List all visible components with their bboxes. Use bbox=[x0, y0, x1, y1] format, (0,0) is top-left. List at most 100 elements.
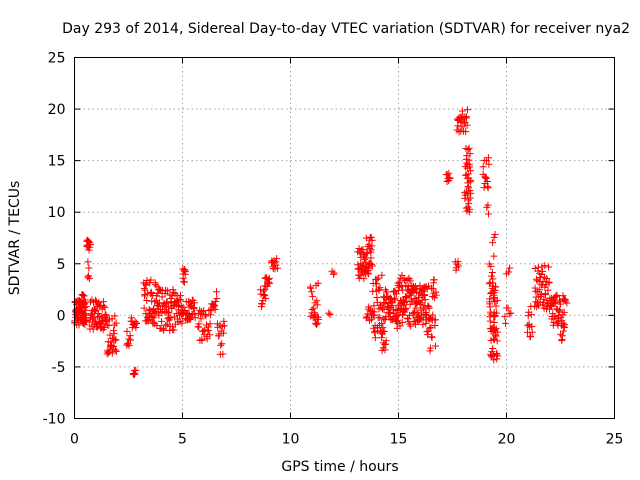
data-point bbox=[326, 310, 334, 318]
data-point bbox=[402, 293, 410, 301]
data-point bbox=[428, 333, 436, 341]
data-point bbox=[81, 296, 89, 304]
data-point bbox=[132, 324, 140, 332]
data-point bbox=[195, 320, 203, 328]
data-point bbox=[186, 316, 194, 324]
data-point bbox=[486, 317, 494, 325]
data-point bbox=[381, 299, 389, 307]
data-point bbox=[110, 342, 118, 350]
data-point bbox=[368, 260, 376, 268]
data-point bbox=[191, 314, 199, 322]
data-point bbox=[203, 335, 211, 343]
data-point bbox=[484, 210, 492, 218]
data-point bbox=[259, 287, 267, 295]
grid-lines bbox=[74, 57, 615, 419]
data-point bbox=[537, 292, 545, 300]
data-point bbox=[462, 204, 470, 212]
data-point bbox=[527, 311, 535, 319]
data-point bbox=[175, 295, 183, 303]
data-point bbox=[551, 299, 559, 307]
data-point bbox=[412, 304, 420, 312]
data-point bbox=[490, 318, 498, 326]
data-point bbox=[561, 321, 569, 329]
data-point bbox=[541, 262, 549, 270]
data-point bbox=[266, 279, 274, 287]
data-point bbox=[181, 267, 189, 275]
data-point bbox=[482, 174, 490, 182]
y-tick-label: -5 bbox=[52, 360, 66, 376]
data-point bbox=[489, 275, 497, 283]
x-tick-label: 5 bbox=[178, 432, 187, 448]
data-point bbox=[165, 309, 173, 317]
data-point bbox=[402, 304, 410, 312]
data-point bbox=[506, 264, 514, 272]
data-point bbox=[87, 240, 95, 248]
data-point bbox=[273, 264, 281, 272]
data-point bbox=[431, 316, 439, 324]
data-point bbox=[378, 271, 386, 279]
data-point bbox=[553, 291, 561, 299]
data-point bbox=[170, 326, 178, 334]
x-axis-label: GPS time / hours bbox=[281, 459, 398, 475]
chart-title: Day 293 of 2014, Sidereal Day-to-day VTE… bbox=[62, 21, 630, 37]
data-point bbox=[153, 322, 161, 330]
data-point bbox=[489, 345, 497, 353]
data-point bbox=[310, 304, 318, 312]
data-point bbox=[462, 188, 470, 196]
data-point bbox=[110, 327, 118, 335]
data-point bbox=[127, 336, 135, 344]
data-point bbox=[377, 304, 385, 312]
plot-frame bbox=[74, 57, 615, 419]
data-point bbox=[219, 350, 227, 358]
data-point bbox=[80, 292, 88, 300]
data-point bbox=[380, 328, 388, 336]
data-point bbox=[359, 245, 367, 253]
data-point bbox=[112, 319, 120, 327]
data-point bbox=[484, 183, 492, 191]
data-point bbox=[314, 319, 322, 327]
data-point bbox=[84, 258, 92, 266]
data-point bbox=[82, 303, 90, 311]
data-point bbox=[493, 297, 501, 305]
y-tick-label: 20 bbox=[48, 102, 66, 118]
data-point bbox=[419, 321, 427, 329]
data-point bbox=[143, 296, 151, 304]
data-point bbox=[463, 114, 471, 122]
data-point bbox=[360, 275, 368, 283]
data-point bbox=[494, 328, 502, 336]
data-point bbox=[484, 154, 492, 162]
data-point bbox=[184, 309, 192, 317]
data-point bbox=[492, 283, 500, 291]
data-point bbox=[462, 128, 470, 136]
data-point bbox=[147, 276, 155, 284]
data-point bbox=[77, 301, 85, 309]
data-point bbox=[424, 331, 432, 339]
data-point bbox=[258, 300, 266, 308]
data-point bbox=[410, 308, 418, 316]
data-point bbox=[123, 327, 131, 335]
data-point bbox=[501, 313, 509, 321]
data-point bbox=[382, 340, 390, 348]
data-point bbox=[365, 270, 373, 278]
data-point bbox=[369, 311, 377, 319]
data-point bbox=[370, 302, 378, 310]
data-point bbox=[398, 271, 406, 279]
data-point bbox=[367, 307, 375, 315]
data-point bbox=[127, 314, 135, 322]
data-point bbox=[197, 315, 205, 323]
data-point bbox=[556, 306, 564, 314]
data-point bbox=[219, 329, 227, 337]
data-point bbox=[140, 304, 148, 312]
data-point bbox=[374, 274, 382, 282]
data-point bbox=[156, 285, 164, 293]
data-point bbox=[363, 249, 371, 257]
data-point bbox=[262, 295, 270, 303]
data-point bbox=[356, 249, 364, 257]
data-point bbox=[212, 298, 220, 306]
data-point bbox=[556, 300, 564, 308]
x-tick-label: 15 bbox=[390, 432, 408, 448]
data-point bbox=[464, 106, 472, 114]
data-point bbox=[539, 268, 547, 276]
y-tick-labels: -10 -5 0 5 10 15 20 25 bbox=[43, 51, 66, 428]
data-point bbox=[365, 241, 373, 249]
